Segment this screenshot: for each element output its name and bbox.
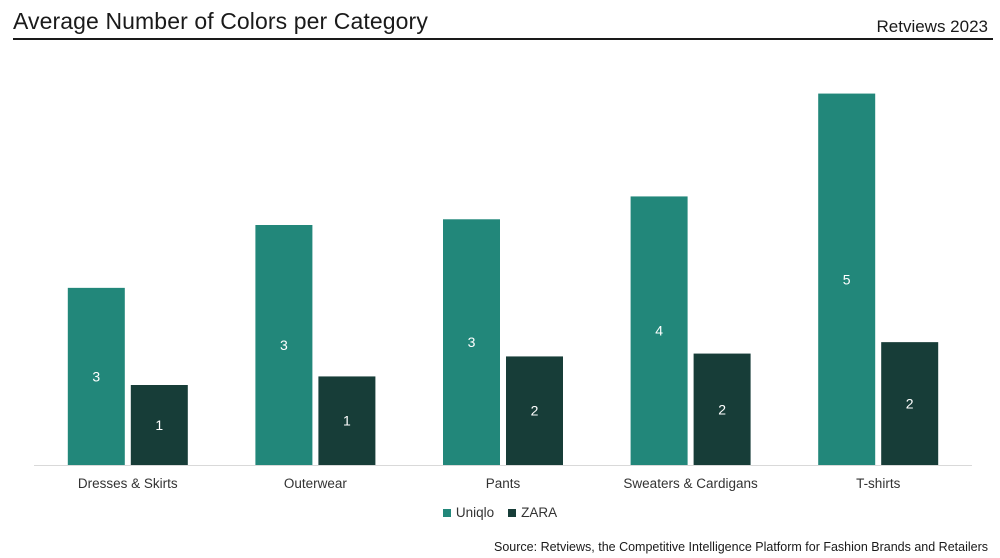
bar-value-label: 3 (92, 368, 100, 384)
bar-value-label: 5 (843, 271, 851, 287)
legend-item-zara: ZARA (508, 505, 557, 520)
legend-swatch (508, 508, 517, 517)
bar-zara-2 (506, 356, 563, 465)
bar-value-label: 2 (906, 396, 914, 412)
category-label: Dresses & Skirts (78, 476, 178, 491)
bar-zara-1 (318, 376, 376, 465)
bar-zara-0 (130, 385, 188, 465)
bar-value-label: 1 (343, 413, 351, 429)
bar-value-label: 3 (280, 337, 288, 353)
category-label: Pants (486, 476, 521, 491)
source-note: Source: Retviews, the Competitive Intell… (494, 540, 988, 554)
bar-value-label: 4 (655, 323, 663, 339)
category-label: Outerwear (284, 476, 348, 491)
bar-zara-4 (881, 342, 939, 465)
legend: Uniqlo ZARA (0, 505, 1000, 520)
bar-value-label: 1 (155, 417, 163, 433)
category-label: Sweaters & Cardigans (623, 476, 758, 491)
bar-uniqlo-1 (255, 225, 313, 465)
legend-label: ZARA (521, 505, 558, 520)
legend-item-uniqlo: Uniqlo (442, 505, 495, 520)
bar-uniqlo-2 (443, 219, 500, 465)
title-underline (13, 38, 993, 40)
category-label: T-shirts (856, 476, 901, 491)
bar-uniqlo-3 (630, 196, 688, 465)
legend-swatch (442, 508, 451, 517)
bar-value-label: 3 (468, 334, 476, 350)
bar-uniqlo-4 (818, 93, 876, 466)
bar-value-label: 2 (531, 403, 539, 419)
legend-label: Uniqlo (455, 505, 495, 520)
bar-uniqlo-0 (67, 287, 125, 465)
bar-zara-3 (693, 353, 751, 465)
bar-chart: 3 1 Dresses & Skirts 3 1 Outerwear 3 2 Pants 4 2 Sw… (34, 93, 972, 491)
bar-value-label: 2 (718, 401, 726, 417)
chart-title: Average Number of Colors per Category (13, 8, 428, 34)
brand-label: Retviews 2023 (876, 17, 988, 36)
